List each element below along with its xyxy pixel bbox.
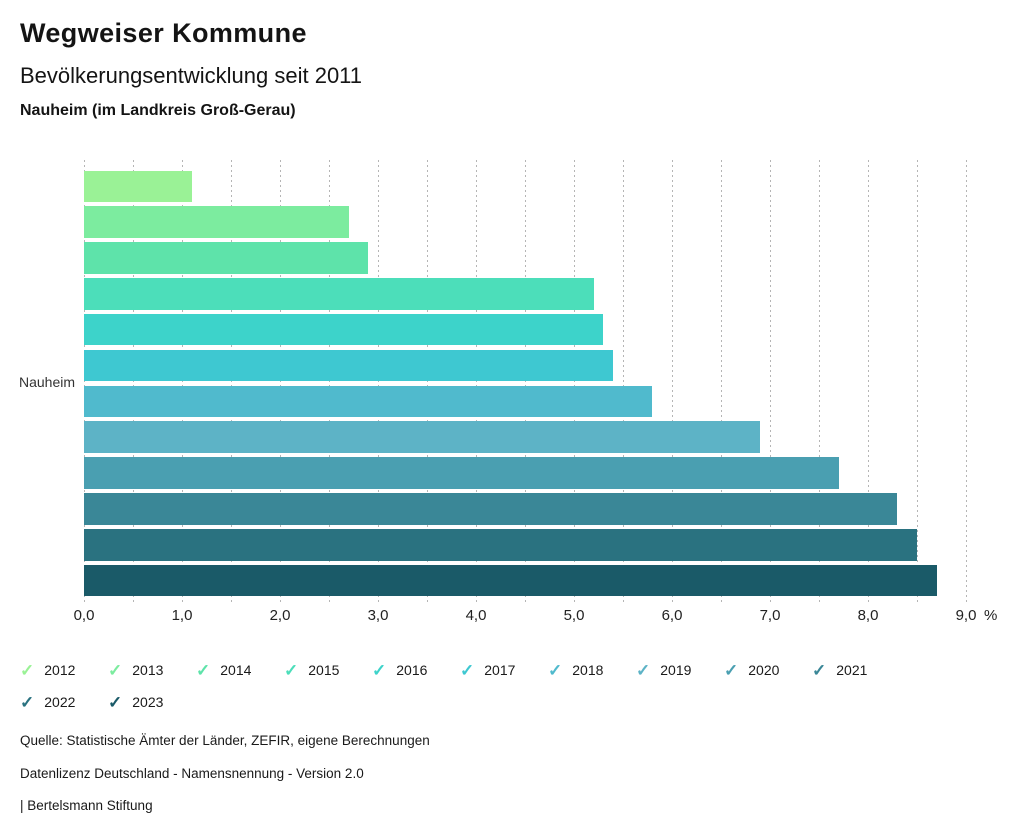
gridline (231, 160, 232, 603)
gridline (280, 160, 281, 603)
gridline (182, 160, 183, 603)
check-icon: ✓ (20, 660, 35, 680)
x-tick-label: 4,0 (465, 607, 487, 624)
gridline (427, 160, 428, 603)
legend-year-label: 2014 (220, 662, 252, 678)
legend-item-2019[interactable]: ✓ 2019 (636, 654, 724, 686)
check-icon: ✓ (108, 660, 123, 680)
legend-year-label: 2012 (44, 662, 76, 678)
legend-item-2016[interactable]: ✓ 2016 (372, 654, 460, 686)
bar-2016 (84, 313, 604, 346)
bar-2017 (84, 349, 614, 382)
bar-2020 (84, 457, 839, 489)
bar-2019 (84, 421, 761, 454)
legend-year-label: 2022 (44, 694, 76, 710)
legend-item-2015[interactable]: ✓ 2015 (284, 654, 372, 686)
gridline (721, 160, 722, 603)
legend-year-label: 2017 (484, 662, 516, 678)
legend-item-2020[interactable]: ✓ 2020 (724, 654, 812, 686)
check-icon: ✓ (108, 692, 123, 712)
legend-item-2014[interactable]: ✓ 2014 (196, 654, 284, 686)
x-tick-label: 8,0 (857, 607, 879, 624)
gridline (917, 160, 918, 603)
legend-item-2012[interactable]: ✓ 2012 (20, 654, 108, 686)
gridline (966, 160, 967, 603)
gridline (623, 160, 624, 603)
legend-year-label: 2019 (660, 662, 692, 678)
bar-2018 (84, 385, 653, 418)
legend-item-2022[interactable]: ✓ 2022 (20, 686, 108, 718)
bar-2013 (84, 206, 349, 238)
chart-location-subtitle: Nauheim (im Landkreis Groß-Gerau) (20, 102, 296, 119)
check-icon: ✓ (812, 660, 827, 680)
gridline (574, 160, 575, 603)
bar-2023 (84, 564, 937, 597)
legend-item-2013[interactable]: ✓ 2013 (108, 654, 196, 686)
legend-year-label: 2020 (748, 662, 780, 678)
legend-year-label: 2021 (836, 662, 868, 678)
check-icon: ✓ (548, 660, 563, 680)
check-icon: ✓ (284, 660, 299, 680)
chart-title: Bevölkerungsentwicklung seit 2011 (20, 63, 363, 88)
legend-year-label: 2016 (396, 662, 428, 678)
legend: ✓ 2012 ✓ 2013 ✓ 2014 ✓ 2015 ✓ 2016 ✓ 2017 ✓ 2018 ✓ 2019… (20, 654, 910, 718)
x-tick-label: 3,0 (367, 607, 389, 624)
bar-2014 (84, 242, 369, 274)
bar-2021 (84, 493, 898, 525)
check-icon: ✓ (724, 660, 739, 680)
x-axis-unit-label: % (984, 607, 998, 624)
check-icon: ✓ (636, 660, 651, 680)
x-tick-label: 1,0 (171, 607, 193, 624)
gridline (770, 160, 771, 603)
source-line: Quelle: Statistische Ämter der Länder, Z… (20, 733, 430, 748)
x-tick-label: 7,0 (759, 607, 781, 624)
gridline (819, 160, 820, 603)
license-line: Datenlizenz Deutschland - Namensnennung … (20, 765, 364, 781)
legend-year-label: 2023 (132, 694, 164, 710)
check-icon: ✓ (372, 660, 387, 680)
x-axis-tick-labels: 0,0 1,0 2,0 3,0 4,0 5,0 6,0 7,0 8,0 9,0 (0, 607, 1024, 627)
x-tick-label: 2,0 (269, 607, 291, 624)
gridline (868, 160, 869, 603)
gridline (329, 160, 330, 603)
gridline (84, 160, 85, 603)
check-icon: ✓ (20, 692, 35, 712)
x-tick-label: 0,0 (73, 607, 95, 624)
legend-year-label: 2015 (308, 662, 340, 678)
attribution-line: | Bertelsmann Stiftung (20, 798, 153, 813)
legend-item-2021[interactable]: ✓ 2021 (812, 654, 900, 686)
legend-item-2017[interactable]: ✓ 2017 (460, 654, 548, 686)
bar-2012 (84, 170, 192, 203)
x-tick-label: 5,0 (563, 607, 585, 624)
gridline (378, 160, 379, 603)
legend-item-2023[interactable]: ✓ 2023 (108, 686, 196, 718)
check-icon: ✓ (196, 660, 211, 680)
x-tick-label: 9,0 (955, 607, 977, 624)
footer: Quelle: Statistische Ämter der Länder, Z… (20, 733, 430, 831)
x-tick-label: 6,0 (661, 607, 683, 624)
page-title: Wegweiser Kommune (20, 18, 307, 48)
legend-year-label: 2013 (132, 662, 164, 678)
gridline (133, 160, 134, 603)
check-icon: ✓ (460, 660, 475, 680)
gridline (476, 160, 477, 603)
legend-year-label: 2018 (572, 662, 604, 678)
header: Wegweiser Kommune Bevölkerungsentwicklun… (20, 18, 362, 120)
gridline (525, 160, 526, 603)
y-axis-category-label: Nauheim (18, 374, 75, 390)
bar-2022 (84, 529, 917, 561)
bar-2015 (84, 278, 594, 310)
gridline (672, 160, 673, 603)
legend-item-2018[interactable]: ✓ 2018 (548, 654, 636, 686)
plot-area (84, 160, 983, 603)
